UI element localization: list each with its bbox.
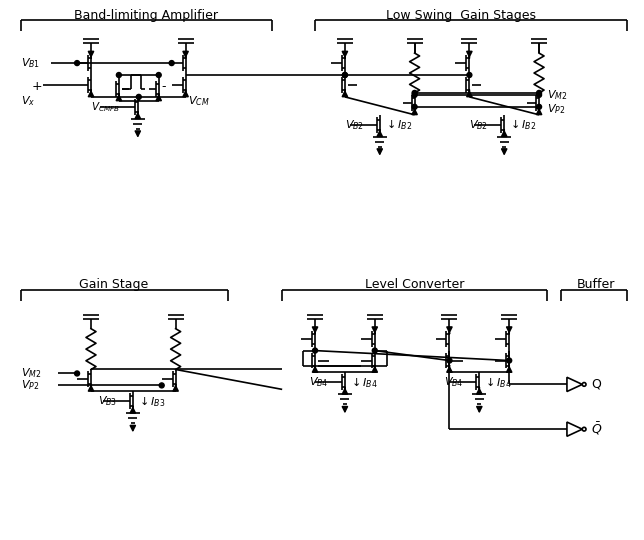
- Circle shape: [536, 90, 542, 96]
- Circle shape: [156, 72, 161, 78]
- Text: $V_{B2}$: $V_{B2}$: [345, 118, 364, 132]
- Text: +: +: [32, 80, 43, 93]
- Circle shape: [412, 104, 417, 109]
- Circle shape: [536, 92, 542, 97]
- Text: $V_{B3}$: $V_{B3}$: [98, 394, 117, 408]
- Circle shape: [372, 348, 377, 353]
- Text: Buffer: Buffer: [576, 278, 615, 291]
- Text: Gain Stage: Gain Stage: [79, 278, 149, 291]
- Text: $\downarrow I_{B3}$: $\downarrow I_{B3}$: [137, 394, 166, 409]
- Text: $V_{P2}$: $V_{P2}$: [547, 102, 565, 116]
- Text: $\downarrow I_{B2}$: $\downarrow I_{B2}$: [384, 117, 412, 132]
- Circle shape: [412, 92, 417, 97]
- Text: $\downarrow I_{B4}$: $\downarrow I_{B4}$: [349, 375, 378, 390]
- Circle shape: [447, 358, 452, 363]
- Circle shape: [507, 358, 512, 363]
- Circle shape: [343, 72, 347, 78]
- Text: $V_x$: $V_x$: [21, 94, 35, 108]
- Text: $V_{B4}$: $V_{B4}$: [310, 375, 329, 389]
- Text: $V_{B4}$: $V_{B4}$: [444, 375, 464, 389]
- Circle shape: [159, 383, 164, 388]
- Text: $\downarrow I_{B2}$: $\downarrow I_{B2}$: [508, 117, 536, 132]
- Circle shape: [169, 60, 174, 65]
- Text: $\bar{Q}$: $\bar{Q}$: [591, 421, 602, 437]
- Text: $V_{M2}$: $V_{M2}$: [21, 367, 42, 380]
- Circle shape: [343, 72, 347, 78]
- Text: $\downarrow I_{B4}$: $\downarrow I_{B4}$: [483, 375, 512, 390]
- Circle shape: [137, 94, 141, 99]
- Circle shape: [467, 72, 472, 78]
- Circle shape: [312, 348, 317, 353]
- Text: $V_{B1}$: $V_{B1}$: [21, 56, 41, 70]
- Text: $V_{B2}$: $V_{B2}$: [469, 118, 488, 132]
- Text: Level Converter: Level Converter: [365, 278, 464, 291]
- Circle shape: [75, 371, 80, 376]
- Circle shape: [117, 72, 121, 78]
- Text: $V_{CMFB}$: $V_{CMFB}$: [91, 100, 120, 114]
- Text: $V_{P2}$: $V_{P2}$: [21, 379, 40, 392]
- Text: Band-limiting Amplifier: Band-limiting Amplifier: [74, 9, 218, 22]
- Text: Low Swing  Gain Stages: Low Swing Gain Stages: [386, 9, 536, 22]
- Circle shape: [536, 104, 542, 109]
- Circle shape: [75, 60, 80, 65]
- Text: $V_{M2}$: $V_{M2}$: [547, 88, 567, 102]
- Circle shape: [412, 90, 417, 96]
- Text: Q: Q: [591, 378, 601, 391]
- Text: $V_{CM}$: $V_{CM}$: [187, 94, 209, 108]
- Text: -: -: [162, 80, 166, 93]
